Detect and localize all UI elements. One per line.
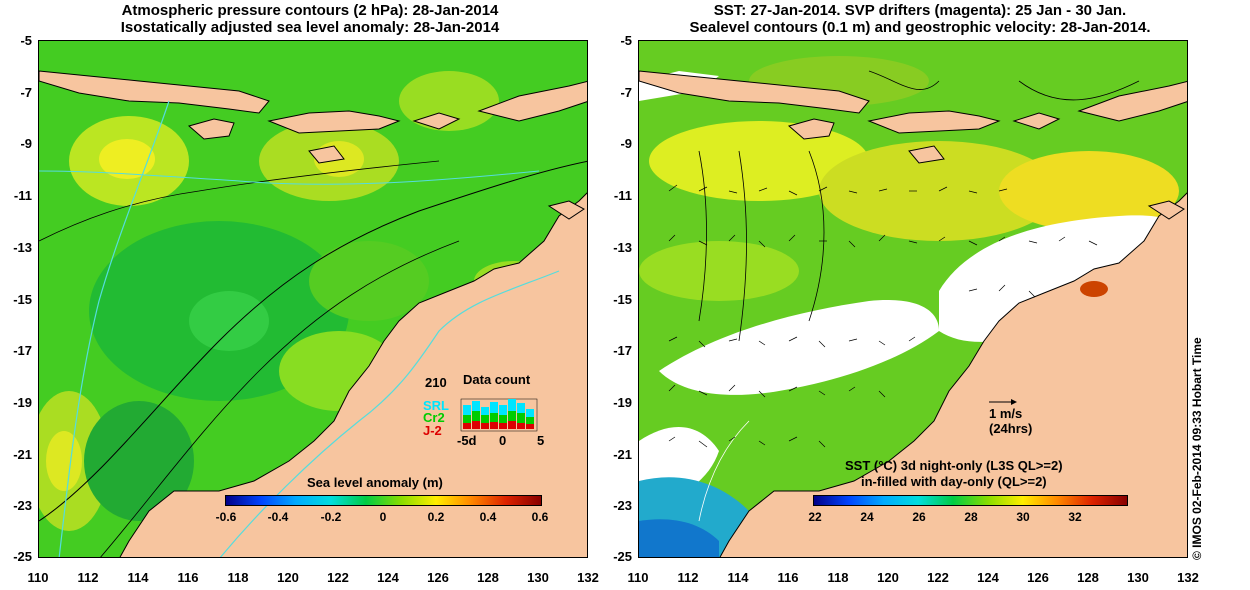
data-count-tick-5: 5 bbox=[537, 433, 545, 448]
sla-tick: 0.4 bbox=[479, 510, 497, 524]
left-lat-tick: -17 bbox=[13, 343, 32, 358]
left-lon-tick: 116 bbox=[177, 570, 199, 585]
sst-tick: 30 bbox=[1016, 510, 1030, 524]
right-title-line2: Sealevel contours (0.1 m) and geostrophi… bbox=[689, 19, 1151, 36]
sst-tick: 22 bbox=[808, 510, 822, 524]
left-lon-tick: 110 bbox=[27, 570, 49, 585]
right-lat-tick: -25 bbox=[613, 549, 632, 564]
left-lon-tick: 114 bbox=[127, 570, 149, 585]
sea-level-anomaly-map[interactable]: 210 Data count SRL Cr2 J-2 -5d 0 5 Sea l… bbox=[38, 40, 588, 558]
right-lon-tick: 124 bbox=[977, 570, 999, 585]
velocity-scale-sub: (24hrs) bbox=[989, 421, 1033, 436]
right-lat-tick: -13 bbox=[613, 240, 632, 255]
left-lon-tick: 118 bbox=[227, 570, 249, 585]
sla-tick: -0.4 bbox=[267, 510, 289, 524]
data-count-max: 210 bbox=[425, 375, 447, 390]
right-lon-tick: 122 bbox=[927, 570, 949, 585]
right-lat-tick: -11 bbox=[613, 188, 632, 203]
right-lat-tick: -19 bbox=[613, 395, 632, 410]
sla-colorbar-label: Sea level anomaly (m) bbox=[307, 475, 443, 490]
sst-colorbar-label-line1: SST (°C) 3d night-only (L3S QL>=2) bbox=[845, 458, 1063, 473]
series-j2: J-2 bbox=[423, 423, 442, 438]
right-lon-tick: 126 bbox=[1027, 570, 1049, 585]
sst-map[interactable]: 1 m/s (24hrs) SST (°C) 3d night-only (L3… bbox=[638, 40, 1188, 558]
data-count-tick-minus5: -5d bbox=[457, 433, 477, 448]
right-lat-tick: -15 bbox=[613, 292, 632, 307]
left-lon-tick: 124 bbox=[377, 570, 399, 585]
right-lat-tick: -23 bbox=[613, 498, 632, 513]
sst-tick: 24 bbox=[860, 510, 874, 524]
data-count-bars bbox=[460, 398, 538, 432]
sst-graphic bbox=[639, 41, 1187, 557]
sla-tick: 0.6 bbox=[531, 510, 549, 524]
left-lat-tick: -23 bbox=[13, 498, 32, 513]
sla-tick: 0 bbox=[379, 510, 387, 524]
right-lon-tick: 118 bbox=[827, 570, 849, 585]
right-lat-tick: -5 bbox=[620, 33, 632, 48]
sla-tick: -0.6 bbox=[215, 510, 237, 524]
data-count-title: Data count bbox=[463, 372, 531, 387]
sla-tick: -0.2 bbox=[320, 510, 342, 524]
sst-colorbar bbox=[813, 495, 1128, 506]
left-map-title: Atmospheric pressure contours (2 hPa): 2… bbox=[0, 2, 620, 36]
left-lat-tick: -25 bbox=[13, 549, 32, 564]
right-lon-tick: 128 bbox=[1077, 570, 1099, 585]
sea-level-anomaly-graphic bbox=[39, 41, 587, 557]
right-lon-tick: 114 bbox=[727, 570, 749, 585]
left-lat-tick: -11 bbox=[13, 188, 32, 203]
right-lon-tick: 132 bbox=[1177, 570, 1199, 585]
left-lon-tick: 120 bbox=[277, 570, 299, 585]
left-lon-tick: 132 bbox=[577, 570, 599, 585]
left-lat-tick: -9 bbox=[20, 136, 32, 151]
right-lon-tick: 130 bbox=[1127, 570, 1149, 585]
series-cr2: Cr2 bbox=[423, 410, 445, 425]
sst-colorbar-label-line2: in-filled with day-only (QL>=2) bbox=[861, 474, 1047, 489]
sla-colorbar bbox=[225, 495, 542, 506]
left-lat-tick: -7 bbox=[20, 85, 32, 100]
left-lat-tick: -5 bbox=[20, 33, 32, 48]
right-lon-tick: 120 bbox=[877, 570, 899, 585]
sst-tick: 28 bbox=[964, 510, 978, 524]
series-srl: SRL bbox=[423, 398, 449, 413]
right-lat-tick: -17 bbox=[613, 343, 632, 358]
left-lat-tick: -19 bbox=[13, 395, 32, 410]
left-lat-tick: -21 bbox=[13, 447, 32, 462]
velocity-scale-label: 1 m/s bbox=[989, 406, 1023, 421]
copyright-notice: © IMOS 02-Feb-2014 09:33 Hobart Time bbox=[1190, 337, 1204, 560]
left-lon-tick: 130 bbox=[527, 570, 549, 585]
right-lat-tick: -9 bbox=[620, 136, 632, 151]
left-lon-tick: 112 bbox=[77, 570, 99, 585]
right-lat-tick: -21 bbox=[613, 447, 632, 462]
right-lon-tick: 110 bbox=[627, 570, 649, 585]
left-lat-tick: -13 bbox=[13, 240, 32, 255]
sst-tick: 26 bbox=[912, 510, 926, 524]
left-lat-tick: -15 bbox=[13, 292, 32, 307]
left-lon-tick: 122 bbox=[327, 570, 349, 585]
left-title-line1: Atmospheric pressure contours (2 hPa): 2… bbox=[121, 2, 499, 19]
left-title-line2: Isostatically adjusted sea level anomaly… bbox=[120, 19, 500, 36]
right-map-title: SST: 27-Jan-2014. SVP drifters (magenta)… bbox=[640, 2, 1200, 36]
right-lat-tick: -7 bbox=[620, 85, 632, 100]
left-lon-tick: 128 bbox=[477, 570, 499, 585]
right-lon-tick: 116 bbox=[777, 570, 799, 585]
data-count-tick-0: 0 bbox=[499, 433, 507, 448]
right-title-line1: SST: 27-Jan-2014. SVP drifters (magenta)… bbox=[713, 2, 1127, 19]
left-lon-tick: 126 bbox=[427, 570, 449, 585]
sst-tick: 32 bbox=[1068, 510, 1082, 524]
right-lon-tick: 112 bbox=[677, 570, 699, 585]
sla-tick: 0.2 bbox=[427, 510, 445, 524]
